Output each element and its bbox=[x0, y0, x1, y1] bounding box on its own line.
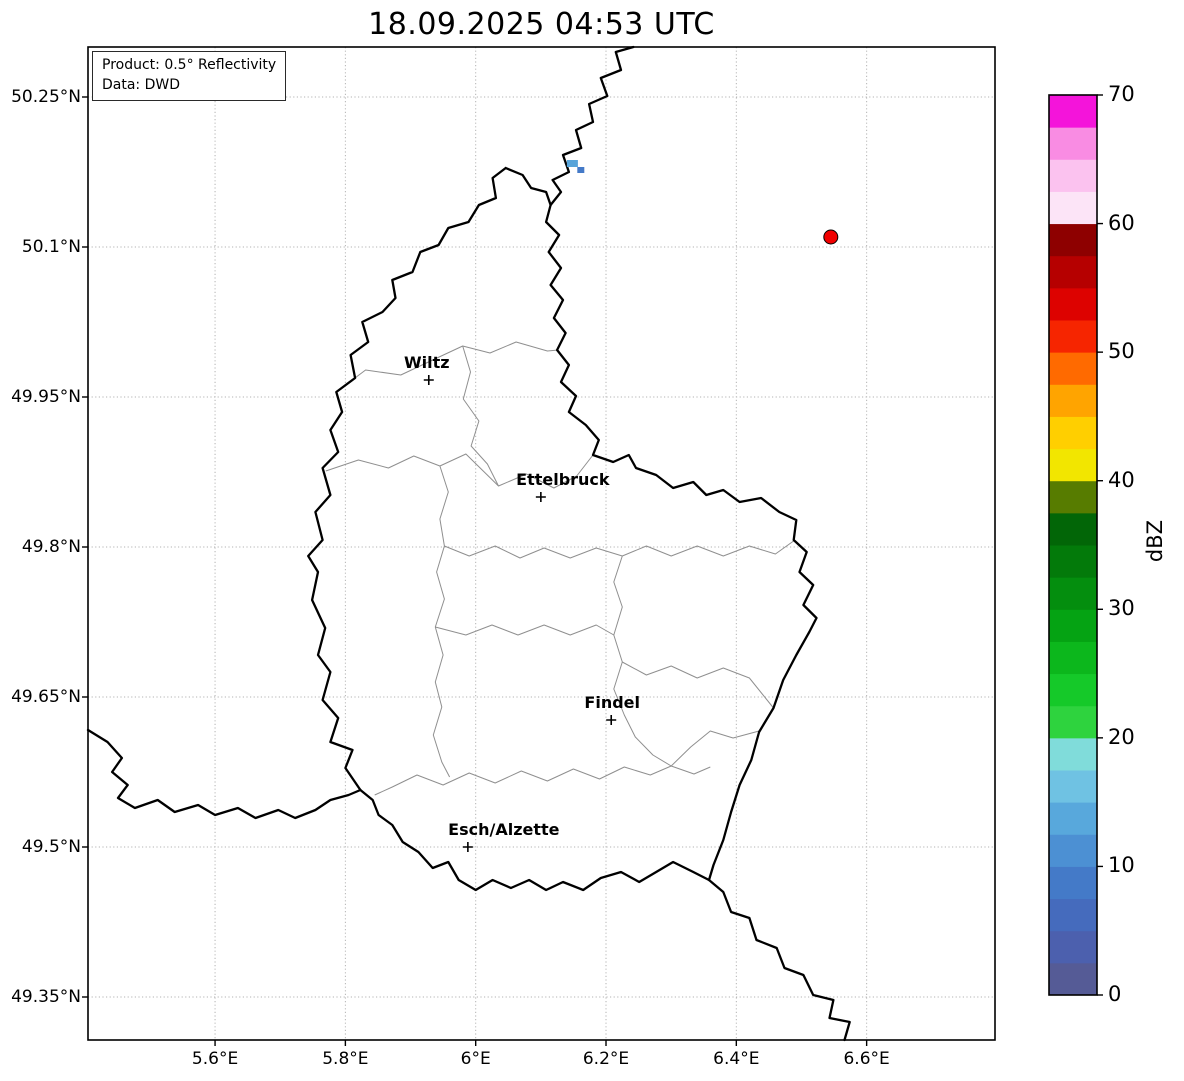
colorbar-band bbox=[1049, 866, 1097, 900]
colorbar-band bbox=[1049, 159, 1097, 192]
city-label: Esch/Alzette bbox=[448, 820, 560, 839]
colorbar-band bbox=[1049, 127, 1097, 160]
colorbar-band bbox=[1049, 898, 1097, 932]
colorbar-band bbox=[1049, 448, 1097, 482]
y-tick-label: 49.95°N bbox=[11, 387, 81, 407]
colorbar-band bbox=[1049, 480, 1097, 514]
colorbar-band bbox=[1049, 609, 1097, 642]
x-tick-label: 5.8°E bbox=[322, 1049, 369, 1069]
colorbar-tick-label: 70 bbox=[1108, 82, 1135, 106]
colorbar-band bbox=[1049, 223, 1097, 257]
colorbar-band bbox=[1049, 352, 1097, 385]
canton-border bbox=[622, 661, 774, 709]
country-border bbox=[707, 878, 851, 1042]
radar-echo bbox=[566, 160, 578, 167]
radar-echo bbox=[577, 167, 585, 173]
colorbar-axis-label: dBZ bbox=[1143, 520, 1167, 563]
canton-border bbox=[374, 765, 711, 796]
x-tick-label: 6.4°E bbox=[713, 1049, 760, 1069]
colorbar-band bbox=[1049, 641, 1097, 675]
colorbar-band bbox=[1049, 545, 1097, 578]
country-border bbox=[307, 166, 818, 892]
city-label: Findel bbox=[584, 693, 641, 712]
city-marker bbox=[462, 842, 473, 852]
colorbar-tick-label: 60 bbox=[1108, 210, 1135, 235]
colorbar-band bbox=[1049, 834, 1097, 867]
colorbar-tick-label: 40 bbox=[1108, 467, 1135, 492]
y-tick-label: 50.1°N bbox=[21, 237, 81, 257]
city-label: Ettelbruck bbox=[516, 470, 610, 489]
info-data-line: Data: DWD bbox=[102, 76, 180, 93]
colorbar-band bbox=[1049, 802, 1097, 835]
colorbar-band bbox=[1049, 287, 1097, 321]
canton-border bbox=[613, 555, 672, 767]
colorbar-band bbox=[1049, 705, 1097, 739]
plot-frame bbox=[87, 46, 996, 1041]
colorbar-tick-label: 20 bbox=[1108, 724, 1135, 749]
x-tick-label: 6°E bbox=[460, 1049, 491, 1069]
colorbar-band bbox=[1049, 384, 1097, 417]
canton-border bbox=[444, 539, 796, 559]
colorbar-band bbox=[1049, 962, 1097, 996]
city-label: Wiltz bbox=[403, 353, 450, 372]
colorbar-band bbox=[1049, 320, 1097, 353]
country-border bbox=[549, 45, 635, 207]
radar-site-dot bbox=[823, 229, 839, 245]
info-box: Product: 0.5° Reflectivity Data: DWD bbox=[92, 51, 287, 101]
y-tick-label: 50.25°N bbox=[11, 87, 81, 107]
colorbar-band bbox=[1049, 416, 1097, 450]
colorbar-band bbox=[1049, 930, 1097, 964]
colorbar-tick-label: 30 bbox=[1108, 596, 1135, 621]
canton-border bbox=[462, 345, 499, 487]
city-marker bbox=[535, 492, 546, 502]
colorbar-tick-label: 10 bbox=[1108, 853, 1135, 878]
colorbar-tick-label: 50 bbox=[1108, 339, 1135, 364]
y-tick-label: 49.35°N bbox=[11, 987, 81, 1007]
y-tick-label: 49.5°N bbox=[21, 837, 81, 857]
x-tick-label: 6.2°E bbox=[582, 1049, 630, 1069]
colorbar-frame bbox=[1048, 94, 1098, 996]
colorbar-band bbox=[1049, 255, 1097, 289]
colorbar-band bbox=[1049, 191, 1097, 225]
colorbar-band bbox=[1049, 770, 1097, 803]
colorbar-tick-label: 0 bbox=[1108, 982, 1122, 1006]
x-tick-label: 5.6°E bbox=[191, 1049, 239, 1069]
colorbar-band bbox=[1049, 95, 1097, 128]
y-tick-label: 49.8°N bbox=[21, 537, 81, 557]
city-marker bbox=[423, 375, 434, 385]
y-tick-label: 49.65°N bbox=[11, 687, 81, 707]
canton-border bbox=[325, 453, 594, 489]
colorbar-band bbox=[1049, 673, 1097, 707]
colorbar-band bbox=[1049, 737, 1097, 771]
info-product-line: Product: 0.5° Reflectivity bbox=[102, 57, 277, 73]
city-marker bbox=[606, 715, 617, 725]
colorbar-band bbox=[1049, 512, 1097, 546]
canton-border bbox=[432, 465, 451, 778]
country-border bbox=[86, 728, 362, 820]
figure-title: 18.09.2025 04:53 UTC bbox=[368, 7, 715, 42]
colorbar-band bbox=[1049, 577, 1097, 610]
x-tick-label: 6.6°E bbox=[843, 1049, 890, 1069]
canton-border bbox=[435, 624, 615, 636]
